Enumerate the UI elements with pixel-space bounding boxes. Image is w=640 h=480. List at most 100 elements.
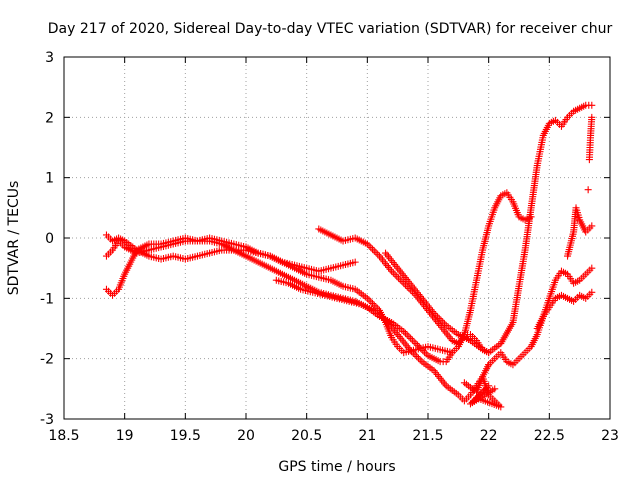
x-tick-label: 19.5 — [170, 428, 201, 444]
series-track-6 — [382, 249, 493, 357]
data-point — [416, 356, 424, 364]
data-point — [396, 276, 404, 284]
data-point — [365, 296, 373, 304]
data-point — [403, 331, 411, 339]
data-point — [588, 288, 596, 296]
data-point — [380, 258, 388, 266]
data-point — [410, 338, 418, 346]
data-point — [401, 281, 409, 289]
data-point — [439, 318, 447, 326]
data-point — [433, 371, 441, 379]
data-point — [375, 252, 383, 260]
series-track-4 — [315, 101, 596, 357]
x-tick-label: 21 — [358, 428, 376, 444]
data-point — [419, 346, 427, 354]
data-point — [421, 348, 429, 356]
data-point — [432, 369, 440, 377]
data-point — [434, 313, 442, 321]
data-point — [406, 346, 414, 354]
data-point — [372, 249, 380, 257]
data-point — [400, 338, 408, 346]
data-point — [374, 250, 382, 258]
data-point — [400, 279, 408, 287]
data-point — [588, 113, 596, 121]
data-point — [448, 349, 456, 357]
data-point — [413, 353, 421, 361]
data-point — [379, 256, 386, 264]
data-point — [491, 385, 499, 393]
series-track-7 — [485, 264, 596, 369]
data-point — [394, 264, 402, 272]
data-point — [385, 253, 393, 261]
data-point — [411, 351, 419, 359]
data-point — [408, 336, 416, 344]
data-point — [363, 294, 371, 302]
data-point — [436, 374, 444, 382]
chart-title: Day 217 of 2020, Sidereal Day-to-day VTE… — [48, 21, 613, 37]
data-point — [441, 380, 449, 388]
data-point — [445, 333, 453, 341]
series-track-10 — [584, 113, 596, 194]
data-point — [370, 301, 378, 309]
data-point — [422, 350, 430, 358]
data-point — [435, 315, 443, 323]
data-point — [391, 271, 399, 279]
data-point — [588, 101, 596, 109]
data-point — [483, 383, 491, 391]
data-point — [408, 347, 416, 355]
data-point — [435, 372, 443, 380]
data-point — [584, 186, 592, 194]
plot-frame — [63, 56, 611, 420]
data-point — [351, 258, 359, 266]
y-tick-label: -3 — [40, 412, 54, 428]
data-point — [395, 274, 403, 282]
data-point — [398, 336, 406, 344]
data-point — [382, 260, 390, 268]
data-point — [385, 263, 393, 271]
y-tick-label: 1 — [45, 171, 54, 187]
y-tick-label: 0 — [45, 231, 54, 247]
series-scatter-low — [460, 373, 505, 411]
data-point — [437, 316, 445, 324]
data-point — [398, 278, 406, 286]
x-tick-label: 22.5 — [534, 428, 565, 444]
data-point — [417, 345, 425, 353]
data-point — [414, 354, 422, 362]
data-point — [480, 387, 488, 395]
data-point — [377, 254, 385, 262]
x-tick-label: 20.5 — [291, 428, 322, 444]
data-point — [444, 331, 452, 339]
data-point — [370, 247, 378, 255]
data-point — [485, 349, 493, 357]
data-point — [389, 259, 397, 267]
data-points — [102, 101, 596, 411]
data-point — [409, 349, 417, 357]
series-track-8 — [533, 288, 596, 332]
data-point — [363, 240, 371, 248]
data-point — [415, 343, 423, 351]
data-point — [414, 341, 422, 349]
x-axis-label: GPS time / hours — [278, 459, 395, 475]
y-axis-label: SDTVAR / TECUs — [6, 181, 22, 296]
x-tick-label: 23 — [601, 428, 619, 444]
data-point — [481, 385, 489, 393]
data-point — [389, 269, 397, 277]
y-tick-label: 3 — [45, 50, 54, 66]
data-point — [367, 243, 375, 251]
x-tick-label: 21.5 — [412, 428, 443, 444]
data-point — [383, 251, 391, 259]
y-tick-label: -1 — [40, 291, 54, 307]
data-point — [388, 257, 396, 265]
x-tick-label: 20 — [237, 428, 255, 444]
data-point — [438, 376, 446, 384]
data-point — [432, 311, 440, 319]
data-point — [395, 332, 403, 340]
data-point — [430, 309, 438, 317]
data-point — [382, 249, 390, 257]
data-point — [392, 262, 400, 270]
data-point — [386, 265, 394, 273]
data-point — [588, 264, 596, 272]
x-tick-label: 19 — [116, 428, 134, 444]
data-point — [407, 334, 415, 342]
